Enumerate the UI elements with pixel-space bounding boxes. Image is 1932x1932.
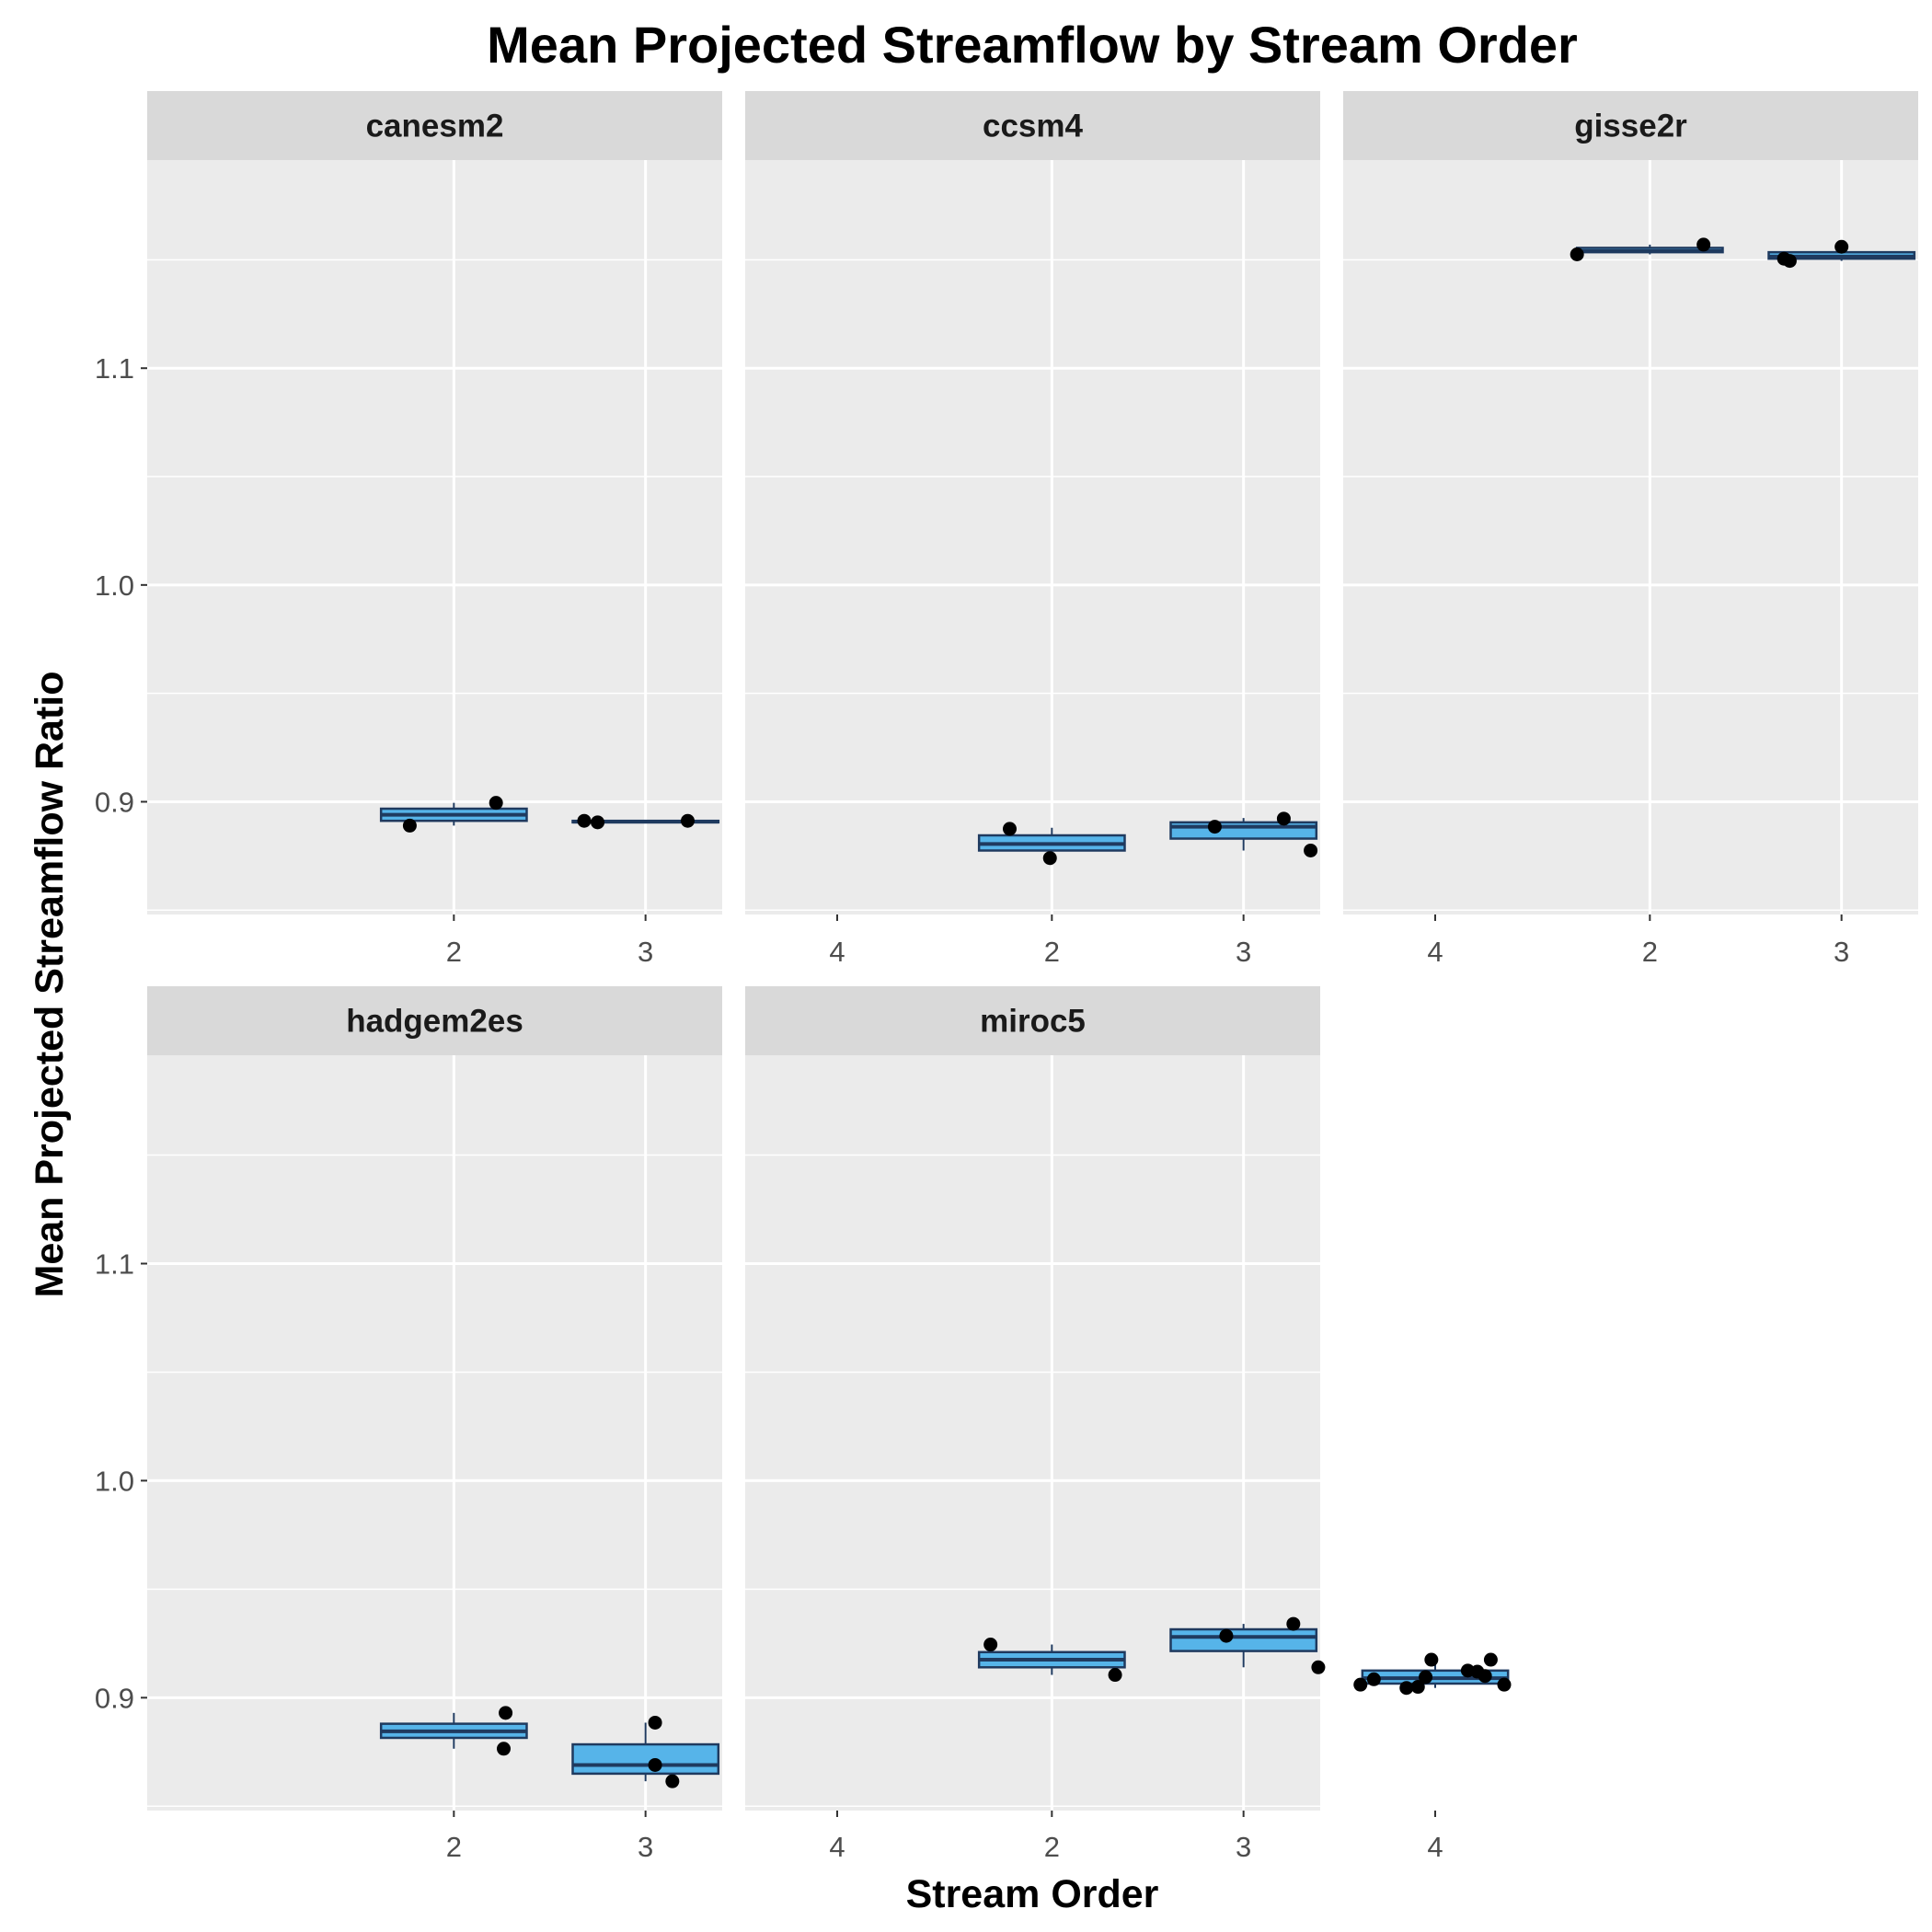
box-order-3 bbox=[1169, 1624, 1318, 1668]
facet-label: hadgem2es bbox=[346, 1004, 523, 1040]
x-tick-label: 2 bbox=[1044, 936, 1060, 968]
data-point bbox=[1782, 254, 1797, 269]
data-point bbox=[1311, 1660, 1326, 1674]
panel-background bbox=[147, 1055, 722, 1811]
x-tick-label: 3 bbox=[1236, 936, 1251, 968]
x-tick-label: 4 bbox=[829, 936, 845, 968]
facet-label: canesm2 bbox=[366, 109, 504, 144]
panel-background bbox=[745, 160, 1320, 914]
box-order-3 bbox=[571, 1722, 720, 1782]
y-tick-label: 0.9 bbox=[95, 786, 134, 818]
data-point bbox=[1276, 811, 1291, 826]
data-point bbox=[1366, 1672, 1381, 1686]
panel-gisse2r: gisse2r 2 3 4 bbox=[1343, 91, 1918, 968]
box-order-2 bbox=[379, 802, 528, 826]
data-point bbox=[1424, 1652, 1439, 1667]
data-point bbox=[1497, 1677, 1512, 1692]
x-tick-label: 4 bbox=[829, 1831, 845, 1863]
box-iqr bbox=[571, 1742, 720, 1776]
facet-label: ccsm4 bbox=[983, 109, 1084, 144]
x-tick-label: 2 bbox=[1642, 936, 1658, 968]
x-tick-label: 3 bbox=[1236, 1831, 1251, 1863]
data-point bbox=[1834, 239, 1849, 254]
x-tick-label: 4 bbox=[1427, 1831, 1443, 1863]
data-point bbox=[1207, 820, 1222, 834]
data-point bbox=[1108, 1668, 1122, 1683]
panel-miroc5: miroc5 2 3 4 bbox=[745, 986, 1512, 1863]
chart-title: Mean Projected Streamflow by Stream Orde… bbox=[487, 16, 1578, 74]
data-point bbox=[1478, 1669, 1492, 1684]
y-tick-label: 1.1 bbox=[95, 1248, 134, 1280]
facet-strip bbox=[147, 91, 722, 160]
x-tick-label: 3 bbox=[638, 936, 653, 968]
data-point bbox=[983, 1638, 998, 1652]
data-point bbox=[499, 1706, 513, 1720]
box-iqr bbox=[1169, 1627, 1318, 1652]
y-tick-label: 0.9 bbox=[95, 1682, 134, 1714]
x-tick-label: 3 bbox=[638, 1831, 653, 1863]
data-point bbox=[1003, 822, 1017, 836]
data-point bbox=[665, 1774, 680, 1788]
data-point bbox=[402, 818, 417, 833]
box-order-2 bbox=[379, 1712, 528, 1749]
facet-strip bbox=[1343, 91, 1918, 160]
data-point bbox=[1286, 1616, 1301, 1631]
panel-background bbox=[1343, 160, 1918, 914]
x-tick-label: 2 bbox=[446, 936, 462, 968]
facet-label: miroc5 bbox=[980, 1004, 1086, 1040]
facet-strip bbox=[745, 986, 1320, 1055]
x-tick-label: 2 bbox=[446, 1831, 462, 1863]
data-point bbox=[1399, 1681, 1414, 1696]
facet-strip bbox=[147, 986, 722, 1055]
data-point bbox=[1410, 1680, 1425, 1695]
data-point bbox=[577, 813, 592, 828]
x-tick-label: 4 bbox=[1427, 936, 1443, 968]
panel-background bbox=[147, 160, 722, 914]
box-order-2 bbox=[977, 1644, 1126, 1675]
data-point bbox=[1304, 843, 1318, 857]
panel-background bbox=[745, 1055, 1320, 1811]
panel-canesm2: canesm2 0.9 1.0 1.1 2 3 4 bbox=[95, 91, 912, 968]
data-point bbox=[489, 796, 503, 811]
facet-strip bbox=[745, 91, 1320, 160]
y-axis-title: Mean Projected Streamflow Ratio bbox=[28, 672, 72, 1298]
y-tick-label: 1.0 bbox=[95, 569, 134, 602]
x-axis-title: Stream Order bbox=[906, 1872, 1159, 1916]
box-order-3 bbox=[1169, 818, 1318, 851]
data-point bbox=[681, 813, 695, 828]
data-point bbox=[648, 1757, 662, 1772]
data-point bbox=[1570, 247, 1584, 261]
y-tick-label: 1.0 bbox=[95, 1465, 134, 1497]
data-point bbox=[591, 815, 605, 830]
data-point bbox=[1353, 1677, 1368, 1692]
data-point bbox=[1419, 1670, 1433, 1685]
data-point bbox=[1219, 1628, 1234, 1643]
x-tick-label: 3 bbox=[1834, 936, 1849, 968]
y-tick-label: 1.1 bbox=[95, 352, 134, 385]
data-point bbox=[1483, 1652, 1498, 1667]
box-iqr bbox=[1169, 821, 1318, 840]
data-point bbox=[1042, 851, 1057, 866]
facet-label: gisse2r bbox=[1574, 109, 1687, 144]
x-tick-label: 2 bbox=[1044, 1831, 1060, 1863]
data-point bbox=[497, 1742, 511, 1756]
facet-panels: canesm2 0.9 1.0 1.1 2 3 4 ccsm4 2 3 4 gisse2r 2 3 4 had… bbox=[95, 91, 1918, 1863]
data-point bbox=[1696, 237, 1711, 252]
data-point bbox=[648, 1715, 662, 1730]
box-order-2 bbox=[977, 827, 1126, 858]
